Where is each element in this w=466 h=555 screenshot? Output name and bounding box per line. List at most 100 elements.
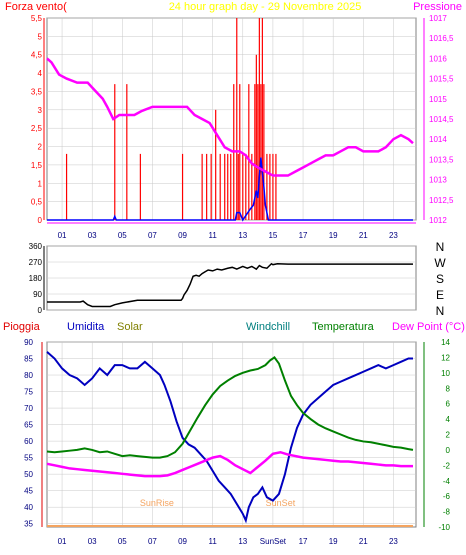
wind-tick-label: 5: [38, 32, 43, 41]
wind-speed-line: [47, 157, 413, 222]
legend-item: Umidita: [67, 321, 105, 333]
temperature-tick-label: -2: [443, 461, 451, 470]
wind-tick-label: 0,5: [31, 198, 43, 207]
pressure-tick-label: 1016: [429, 54, 447, 63]
direction-tick-label: 0: [38, 306, 43, 315]
x-tick-label: 23: [389, 231, 398, 240]
compass-label: N: [436, 304, 445, 318]
x-tick-label: SunSet: [260, 537, 287, 546]
temperature-tick-label: -4: [443, 477, 451, 486]
x-tick-label: 11: [209, 537, 218, 546]
x-tick-label: 09: [178, 537, 187, 546]
temperature-tick-label: 14: [441, 338, 450, 347]
pressure-tick-label: 1012,5: [429, 196, 454, 205]
pressure-tick-label: 1012: [429, 216, 447, 225]
humidity-tick-label: 45: [24, 487, 33, 496]
pressure-axis-title: Pressione: [413, 1, 462, 13]
wind-axis-title: Forza vento(: [5, 1, 67, 13]
compass-label: W: [434, 256, 446, 270]
humidity-line: [46, 351, 413, 524]
temperature-tick-label: 10: [441, 369, 450, 378]
x-tick-label: 01: [58, 231, 67, 240]
temperature-tick-label: 6: [446, 400, 451, 409]
legend-item: Solar: [117, 321, 143, 333]
x-tick-label: 05: [118, 537, 127, 546]
chart-title: 24 hour graph day - 29 Novembre 2025: [169, 1, 362, 13]
x-tick-label: 21: [359, 231, 368, 240]
wind-direction-line: [47, 262, 413, 308]
humidity-tick-label: 50: [24, 470, 33, 479]
compass-label: N: [436, 240, 445, 254]
sunrise-label: SunRise: [140, 498, 174, 508]
temperature-tick-label: 12: [441, 353, 450, 362]
legend-item: Dew Point (°C): [392, 321, 465, 333]
humidity-tick-label: 70: [24, 404, 33, 413]
humidity-tick-label: 40: [24, 503, 33, 512]
direction-tick-label: 180: [29, 274, 43, 283]
x-tick-label: 11: [209, 231, 218, 240]
wind-tick-label: 4,5: [31, 51, 43, 60]
dew-point-line: [46, 450, 413, 478]
x-tick-label: 03: [88, 231, 97, 240]
wind-tick-label: 3,5: [31, 87, 43, 96]
sunset-label: SunSet: [266, 498, 296, 508]
humidity-tick-label: 60: [24, 437, 33, 446]
x-tick-label: 19: [329, 231, 338, 240]
x-tick-label: 13: [238, 537, 247, 546]
pressure-tick-label: 1015,5: [429, 75, 454, 84]
x-tick-label: 09: [178, 231, 187, 240]
pressure-tick-label: 1014,5: [429, 115, 454, 124]
x-tick-label: 05: [118, 231, 127, 240]
wind-tick-label: 1: [38, 179, 43, 188]
x-tick-label: 21: [359, 537, 368, 546]
x-tick-label: 07: [148, 231, 157, 240]
x-tick-label: 07: [148, 537, 157, 546]
temperature-line: [46, 356, 414, 459]
legend-item: Pioggia: [3, 321, 41, 333]
wind-tick-label: 4: [38, 69, 43, 78]
x-tick-label: 13: [238, 231, 247, 240]
pressure-tick-label: 1017: [429, 14, 447, 23]
x-tick-label: 23: [389, 537, 398, 546]
humidity-tick-label: 85: [24, 355, 33, 364]
humidity-tick-label: 90: [24, 338, 33, 347]
temperature-tick-label: -6: [443, 492, 451, 501]
compass-label: S: [436, 272, 444, 286]
humidity-tick-label: 75: [24, 388, 33, 397]
wind-tick-label: 1,5: [31, 161, 43, 170]
temperature-tick-label: 2: [446, 431, 451, 440]
pressure-tick-label: 1014: [429, 135, 447, 144]
temperature-tick-label: -10: [438, 523, 450, 532]
pressure-tick-label: 1015: [429, 95, 447, 104]
wind-tick-label: 2,5: [31, 124, 43, 133]
x-tick-label: 17: [299, 231, 308, 240]
pressure-tick-label: 1013,5: [429, 155, 454, 164]
legend-item: Windchill: [246, 321, 290, 333]
pressure-line: [46, 57, 414, 177]
x-tick-label: 15: [268, 231, 277, 240]
temperature-tick-label: 4: [446, 415, 451, 424]
temperature-tick-label: 0: [446, 446, 451, 455]
temperature-tick-label: -8: [443, 508, 451, 517]
humidity-tick-label: 35: [24, 520, 33, 529]
wind-tick-label: 2: [38, 143, 43, 152]
x-tick-label: 03: [88, 537, 97, 546]
direction-tick-label: 360: [29, 242, 43, 251]
compass-label: E: [436, 288, 444, 302]
x-tick-label: 19: [329, 537, 338, 546]
humidity-tick-label: 65: [24, 421, 33, 430]
direction-tick-label: 270: [29, 258, 43, 267]
wind-tick-label: 5,5: [31, 14, 43, 23]
wind-tick-label: 0: [38, 216, 43, 225]
legend-item: Temperatura: [312, 321, 375, 333]
temperature-tick-label: 8: [446, 384, 451, 393]
pressure-tick-label: 1016,5: [429, 34, 454, 43]
humidity-tick-label: 55: [24, 454, 33, 463]
wind-tick-label: 3: [38, 106, 43, 115]
humidity-tick-label: 80: [24, 371, 33, 380]
x-tick-label: 17: [299, 537, 308, 546]
panel-wind-frame: [46, 17, 417, 221]
x-tick-label: 01: [58, 537, 67, 546]
